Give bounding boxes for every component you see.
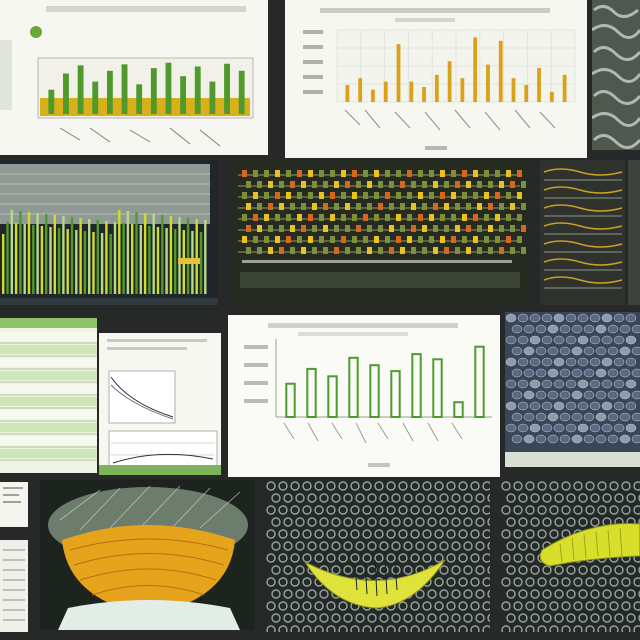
title-scribble <box>46 6 246 12</box>
bar <box>327 375 338 418</box>
outline-bars-group <box>285 345 485 419</box>
yellow-boat-figure <box>265 480 490 632</box>
panel-green-bars-chart <box>0 0 268 155</box>
side-table-strip <box>0 40 12 110</box>
bar <box>511 78 516 102</box>
bar <box>524 85 529 102</box>
bar <box>422 87 426 102</box>
legend-dot <box>30 26 42 38</box>
panel-gray-texture-top <box>592 0 640 150</box>
bar <box>194 66 201 114</box>
dotted-rows <box>238 170 526 254</box>
decay-curve-2 <box>110 384 174 420</box>
panel-green-stalks <box>0 160 218 305</box>
bar <box>473 37 478 102</box>
table-row-group <box>0 332 97 461</box>
cell-texture <box>505 313 640 444</box>
bar <box>165 62 172 114</box>
bar <box>369 364 380 418</box>
bar <box>434 74 439 102</box>
green-bars-group <box>48 62 245 114</box>
yellow-crescent <box>303 559 446 609</box>
bar <box>224 63 230 114</box>
yellow-bars-group <box>345 37 567 102</box>
panel-green-table <box>0 318 97 473</box>
bar <box>209 81 216 114</box>
bar <box>306 367 317 418</box>
panel-dark-strip-right <box>628 160 640 305</box>
panel-yellow-bars-chart <box>285 0 587 158</box>
bar <box>383 81 388 102</box>
bar <box>106 70 113 114</box>
bar <box>63 73 69 114</box>
bar <box>150 68 157 114</box>
navy-texture-figure <box>505 312 640 467</box>
panel-orange-dotted-rows <box>232 160 527 305</box>
panel-small-table <box>0 540 28 632</box>
orange-dotted-figure <box>232 160 527 305</box>
wave-lines-figure <box>540 160 625 305</box>
x-tick-scribbles <box>344 109 556 131</box>
panel-line-plots <box>99 333 221 475</box>
lace-texture <box>266 481 490 632</box>
seedhead-body <box>62 525 235 615</box>
bar <box>371 89 375 102</box>
bar <box>409 81 414 102</box>
y-tick-scribbles <box>244 345 268 403</box>
yellow-worm <box>539 523 640 567</box>
bar <box>136 84 143 114</box>
bar <box>453 401 464 418</box>
gray-texture-top <box>592 0 640 150</box>
green-table-figure <box>0 318 97 473</box>
bar <box>285 382 296 418</box>
title-scribble <box>268 323 458 328</box>
decay-curve-1 <box>110 376 174 418</box>
bar <box>549 91 554 102</box>
green-outline-bars-figure <box>228 315 500 477</box>
yellow-base-band <box>40 98 250 116</box>
yellow-worm-figure <box>500 480 640 632</box>
panel-small-notes <box>0 482 28 527</box>
bar <box>121 64 128 114</box>
axis-scribbles <box>59 127 221 147</box>
white-base <box>58 600 240 630</box>
panel-yellow-worm <box>500 480 640 632</box>
panel-navy-texture <box>505 312 640 467</box>
bar <box>562 74 567 102</box>
scale-label-box <box>178 258 200 264</box>
y-tick-scribbles <box>303 30 323 94</box>
panel-yellow-boat-shape <box>265 480 490 632</box>
bar <box>48 89 55 114</box>
bar <box>486 64 490 102</box>
bar <box>92 81 99 114</box>
bar <box>432 358 443 418</box>
line-plots-figure <box>99 333 221 475</box>
bar <box>447 61 452 102</box>
bar <box>390 370 401 418</box>
bar <box>180 76 187 114</box>
panel-green-outline-bars <box>228 315 500 477</box>
bar <box>358 78 363 102</box>
yellow-bars-figure <box>285 0 587 158</box>
trend-curve <box>112 453 214 464</box>
bar <box>345 85 350 102</box>
bar <box>77 65 84 114</box>
bar <box>474 345 485 419</box>
bar <box>411 353 422 418</box>
green-stalks-figure <box>0 160 218 305</box>
bar <box>396 44 401 102</box>
bar <box>238 70 245 114</box>
x-tick-scribbles <box>283 422 463 444</box>
bar <box>460 78 465 102</box>
green-bars-figure <box>0 0 268 155</box>
panel-yellow-seedhead <box>40 480 255 630</box>
title-scribble <box>320 8 550 13</box>
bar <box>348 356 359 418</box>
yellow-seedhead-figure <box>40 480 255 630</box>
bar <box>537 68 541 102</box>
bar <box>498 40 503 102</box>
panel-wave-lines <box>540 160 625 305</box>
